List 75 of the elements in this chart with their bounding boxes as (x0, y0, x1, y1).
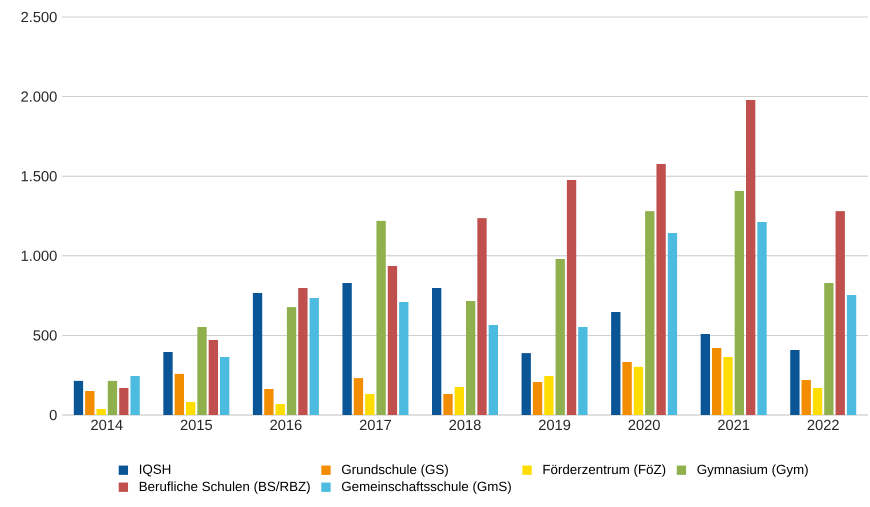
bar (342, 283, 352, 416)
y-tick-label: 2.000 (21, 91, 57, 102)
bar (108, 380, 118, 416)
bar (220, 357, 230, 416)
x-tick-label: 2015 (180, 420, 212, 430)
bar (544, 376, 554, 416)
legend-label: Berufliche Schulen (BS/RBZ) (140, 481, 310, 494)
bar (746, 100, 756, 416)
x-tick-label: 2018 (449, 420, 481, 430)
bar (197, 326, 207, 416)
bar (532, 382, 542, 416)
bar (399, 302, 408, 416)
bar (74, 380, 84, 416)
bar (286, 307, 296, 416)
bar (310, 298, 319, 416)
x-tick-label: 2017 (360, 420, 392, 430)
bar (96, 408, 106, 416)
bar (163, 352, 173, 416)
bar (208, 340, 218, 416)
x-tick-label: 2016 (270, 420, 302, 430)
bar (454, 386, 464, 416)
y-tick-label: 0 (50, 410, 57, 420)
x-tick-label: 2022 (808, 420, 839, 430)
bar (723, 357, 733, 416)
bar (376, 220, 386, 416)
bar (668, 233, 678, 416)
y-tick-label: 500 (33, 330, 57, 341)
bar (836, 211, 845, 416)
bar (812, 388, 822, 416)
bar (130, 376, 140, 416)
bar (622, 362, 632, 416)
bar (566, 180, 576, 416)
bar (388, 266, 398, 416)
bar (466, 301, 476, 416)
bar (174, 374, 184, 416)
bar (846, 294, 856, 416)
bar (790, 350, 800, 416)
y-tick-label: 2.500 (21, 12, 57, 22)
bar (276, 404, 285, 416)
bar (85, 390, 94, 416)
bar (522, 353, 531, 416)
bar (298, 288, 308, 416)
bar (645, 211, 654, 416)
legend-label: Gymnasium (Gym) (697, 464, 808, 477)
bar (354, 378, 364, 416)
x-tick-label: 2021 (718, 420, 750, 430)
bar (802, 380, 811, 416)
bar (443, 394, 453, 416)
bar (611, 312, 620, 416)
bar (824, 283, 834, 416)
bar (119, 388, 128, 416)
y-tick-label: 1.500 (22, 171, 57, 182)
x-tick-label: 2019 (538, 420, 570, 430)
bar (477, 218, 487, 416)
bar (488, 325, 498, 416)
y-tick-label: 1.000 (22, 250, 57, 261)
legend-label: Förderzentrum (FöZ) (543, 464, 666, 477)
bar (186, 402, 196, 416)
x-tick-label: 2020 (628, 420, 660, 430)
bar (578, 326, 588, 416)
legend-label: Gemeinschaftsschule (GmS) (342, 481, 511, 494)
legend-label: Grundschule (GS) (342, 464, 448, 477)
bar (365, 394, 374, 416)
bar (757, 222, 767, 416)
bar (656, 164, 666, 416)
bar (252, 293, 262, 416)
bar (556, 258, 565, 416)
bar (700, 334, 710, 416)
x-tick-label: 2014 (91, 420, 123, 430)
bar (734, 191, 744, 416)
bar (712, 348, 722, 416)
legend-label: IQSH (140, 464, 170, 476)
bar (634, 366, 644, 416)
bar (264, 389, 274, 416)
bar (432, 288, 442, 416)
